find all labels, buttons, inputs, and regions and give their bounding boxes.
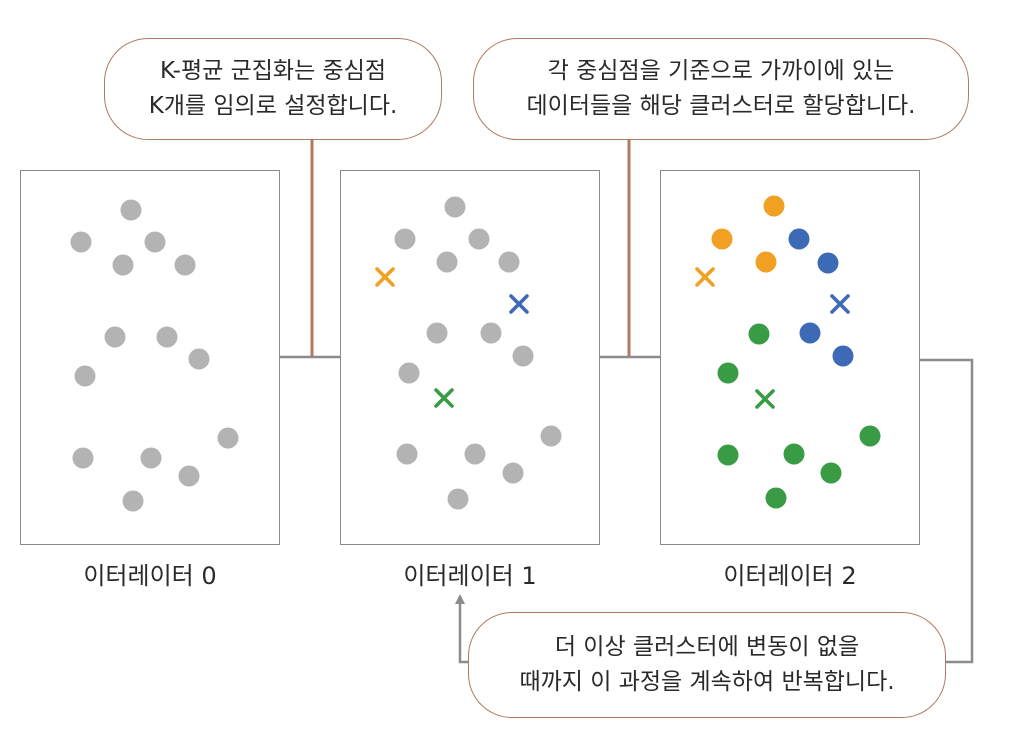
data-point-gray [444,196,465,217]
callout-assign: 각 중심점을 기준으로 가까이에 있는 데이터들을 해당 클러스터로 할당합니다… [473,38,969,140]
data-point-green [717,362,738,383]
callout-repeat-line-1: 더 이상 클러스터에 변동이 없을 [554,634,860,660]
label-iteration-0: 이터레이터 0 [83,562,217,590]
centroid-marker-blue [508,293,529,314]
callout-init: K-평균 군집화는 중심점 K개를 임의로 설정합니다. [104,38,442,140]
callout-repeat-line-2: 때까지 이 과정을 계속하여 반복합니다. [519,669,895,695]
panel-iteration-0 [20,170,280,545]
panel-iteration-1 [340,170,600,545]
data-point-gray [512,345,533,366]
data-point-gray [498,251,519,272]
data-point-orange [711,228,732,249]
centroid-marker-orange [374,266,395,287]
data-point-gray [436,251,457,272]
data-point-gray [188,348,209,369]
centroid-marker-green [754,388,775,409]
data-point-blue [832,345,853,366]
data-point-gray [426,322,447,343]
panel-iteration-2 [660,170,920,545]
data-point-orange [763,195,784,216]
data-point-green [783,443,804,464]
callout-init-line-2: K개를 임의로 설정합니다. [148,93,398,119]
repeat-loop-arrow [455,358,974,664]
scatter-iteration-0 [70,199,238,511]
data-point-blue [799,322,820,343]
data-point-green [748,323,769,344]
data-point-gray [174,254,195,275]
data-point-gray [120,199,141,220]
data-point-gray [398,362,419,383]
data-point-blue [788,228,809,249]
data-point-gray [140,447,161,468]
data-point-gray [394,228,415,249]
data-point-gray [112,254,133,275]
scatter-iteration-2 [694,195,880,508]
data-point-gray [122,490,143,511]
centroid-marker-orange [694,266,715,287]
callout-repeat: 더 이상 클러스터에 변동이 없을 때까지 이 과정을 계속하여 반복합니다. [468,612,946,718]
scatter-iteration-1 [374,196,561,509]
data-point-gray [217,427,238,448]
data-point-gray [447,488,468,509]
data-point-gray [156,326,177,347]
data-point-gray [468,228,489,249]
centroid-marker-green [433,387,454,408]
data-point-gray [74,365,95,386]
data-point-green [717,444,738,465]
data-point-gray [70,231,91,252]
data-point-gray [480,322,501,343]
data-point-green [765,487,786,508]
callout-assign-line-1: 각 중심점을 기준으로 가까이에 있는 [547,58,895,84]
data-point-gray [144,231,165,252]
callout-init-line-1: K-평균 군집화는 중심점 [159,58,387,84]
data-point-gray [540,425,561,446]
centroid-marker-blue [829,293,850,314]
data-point-gray [502,462,523,483]
label-iteration-2: 이터레이터 2 [723,562,857,590]
data-point-gray [464,443,485,464]
data-point-green [820,462,841,483]
data-point-gray [104,326,125,347]
data-point-orange [755,251,776,272]
data-point-gray [178,465,199,486]
data-point-blue [817,252,838,273]
callout-assign-line-2: 데이터들을 해당 클러스터로 할당합니다. [526,93,916,119]
data-point-green [859,425,880,446]
label-iteration-1: 이터레이터 1 [403,562,537,590]
data-point-gray [72,447,93,468]
data-point-gray [396,443,417,464]
